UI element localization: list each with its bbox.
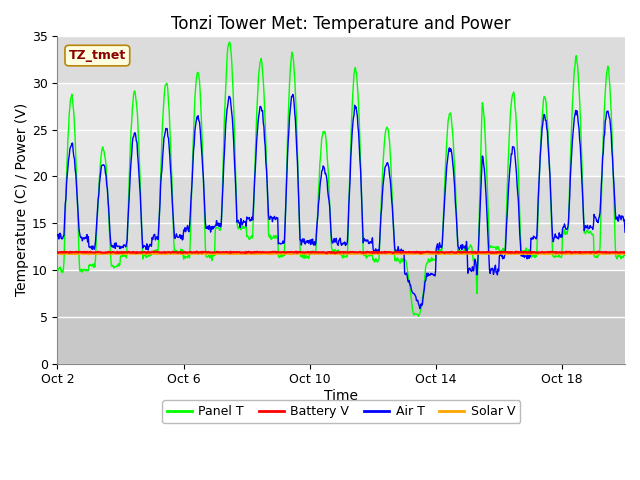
Bar [58,83,625,177]
Bar [58,36,625,83]
Text: TZ_tmet: TZ_tmet [68,49,126,62]
Y-axis label: Temperature (C) / Power (V): Temperature (C) / Power (V) [15,103,29,297]
Title: Tonzi Tower Met: Temperature and Power: Tonzi Tower Met: Temperature and Power [172,15,511,33]
Bar [58,270,625,364]
Legend: Panel T, Battery V, Air T, Solar V: Panel T, Battery V, Air T, Solar V [163,400,520,423]
X-axis label: Time: Time [324,389,358,403]
Bar [58,177,625,270]
